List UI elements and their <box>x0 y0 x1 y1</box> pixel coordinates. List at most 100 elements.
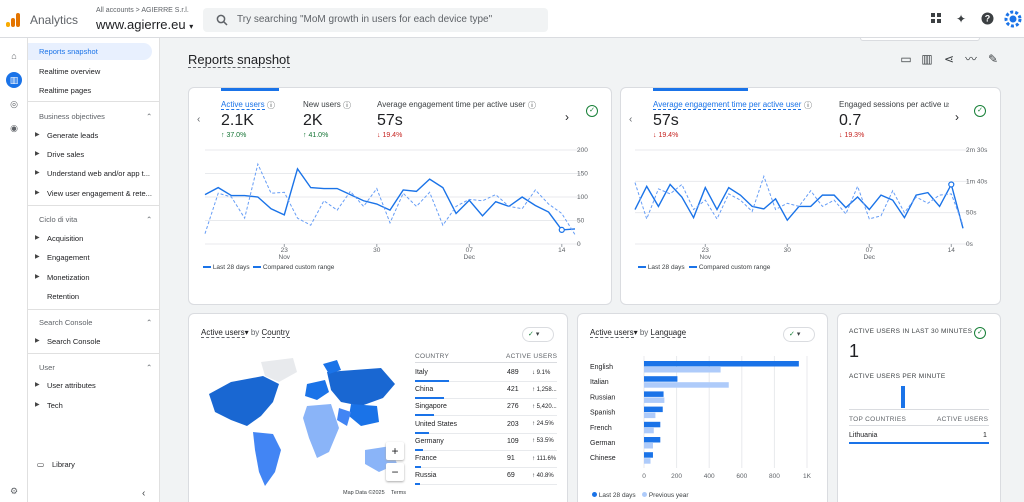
check-circle-icon[interactable]: ✓ <box>974 327 986 339</box>
map-zoom-out-button[interactable]: − <box>386 463 404 481</box>
category-label: Russian <box>590 394 615 401</box>
nav-section-ciclo-di-vita[interactable]: Ciclo di vita ⌃ <box>39 215 153 224</box>
nav-realtime-pages[interactable]: Realtime pages <box>39 86 92 95</box>
chevron-left-icon[interactable]: ‹ <box>629 114 633 125</box>
bar-last-28-days <box>644 421 661 428</box>
settings-gear-avatar-icon[interactable] <box>1004 10 1022 28</box>
map-terms-link[interactable]: Terms <box>391 490 406 496</box>
nav-item[interactable]: ▶ Tech <box>28 397 160 414</box>
column-header-country[interactable]: COUNTRY <box>415 353 450 360</box>
nav-item[interactable]: ▶ Generate leads <box>28 127 160 144</box>
nav-section-search-console[interactable]: Search Console ⌃ <box>39 318 153 327</box>
column-header-top-countries[interactable]: TOP COUNTRIES <box>849 416 907 423</box>
chevron-right-icon[interactable]: › <box>955 110 959 124</box>
check-circle-icon[interactable]: ✓ <box>586 105 598 117</box>
nav-item[interactable]: ▶ Search Console <box>28 333 160 350</box>
share-icon[interactable]: ⋖ <box>943 52 955 66</box>
nav-item[interactable]: ▶ Drive sales <box>28 146 160 163</box>
x-tick-label: 23 <box>702 247 710 254</box>
country-name: France <box>415 455 437 462</box>
nav-item[interactable]: ▶ Acquisition <box>28 230 160 247</box>
comparison-menu[interactable]: ✓ ▾ <box>522 327 554 342</box>
x-tick-label: 30 <box>373 247 381 254</box>
language-card-title[interactable]: Active users▾ by Language <box>590 328 687 338</box>
sparkle-icon[interactable]: ✦ <box>955 12 967 26</box>
folder-icon: ▭ <box>37 460 45 469</box>
check-circle-icon[interactable]: ✓ <box>974 105 986 117</box>
data-point-marker <box>558 226 565 234</box>
caret-right-icon: ▶ <box>35 402 40 408</box>
nav-library[interactable]: ▭ Library <box>28 456 160 473</box>
nav-item[interactable]: ▶ View user engagement & rete... <box>28 185 160 202</box>
compare-icon[interactable]: ▥ <box>921 52 933 66</box>
column-header-active-users[interactable]: ACTIVE USERS <box>506 353 558 360</box>
chevron-right-icon[interactable]: › <box>565 110 569 124</box>
bar-last-28-days <box>644 361 799 367</box>
caret-right-icon: ▶ <box>35 235 40 241</box>
x-tick-label: 400 <box>704 473 715 480</box>
nav-item[interactable]: Retention <box>47 292 80 301</box>
legend-last-28-days: Last 28 days <box>203 264 250 271</box>
admin-gear-icon[interactable]: ⚙ <box>9 486 19 496</box>
y-tick-label: 0 <box>577 241 581 248</box>
map-zoom-in-button[interactable]: + <box>386 442 404 460</box>
country-value: 489 <box>507 369 519 376</box>
country-change: ↑ 24.5% <box>532 421 554 428</box>
overview-card-engagement: ‹ Average engagement time per active use… <box>620 87 1001 305</box>
advertising-icon[interactable]: ◉ <box>10 123 18 133</box>
bar-chart-language: 0 200 400 600 800 1K English Italian Russian Span… <box>590 356 812 480</box>
home-icon[interactable]: ⌂ <box>11 51 17 61</box>
y-tick-label: 50 <box>577 218 585 225</box>
search-bar[interactable]: Try searching "MoM growth in users for e… <box>203 8 548 32</box>
bar-previous-year <box>644 382 729 388</box>
nav-item[interactable]: ▶ Understand web and/or app t... <box>28 165 160 182</box>
country-card-title[interactable]: Active users▾ by Country <box>201 328 290 338</box>
caret-right-icon: ▶ <box>35 132 40 138</box>
category-label: French <box>590 425 612 432</box>
property-selector[interactable]: www.agierre.eu ▾ <box>96 17 193 32</box>
insights-icon[interactable]: 〰 <box>964 52 977 66</box>
x-tick-label: 23 <box>281 247 289 254</box>
chevron-left-icon[interactable]: ‹ <box>197 114 201 125</box>
nav-item[interactable]: ▶ Monetization <box>28 269 160 286</box>
search-input[interactable]: Try searching "MoM growth in users for e… <box>237 14 493 25</box>
collapse-nav-icon[interactable]: ‹ <box>142 488 146 499</box>
help-icon[interactable]: ? <box>980 12 994 26</box>
x-tick-label: 200 <box>671 473 682 480</box>
country-value: 276 <box>507 403 519 411</box>
pencil-icon[interactable]: ✎ <box>987 52 999 66</box>
data-point-marker <box>948 181 955 188</box>
country-change: ↑ 40.8% <box>532 472 554 479</box>
category-label: Spanish <box>590 410 615 417</box>
account-breadcrumb[interactable]: All accounts > AGIERRE S.r.l. <box>96 7 189 14</box>
metric-tab-engaged-sessions[interactable]: Engaged sessions per active us 0.7 ↓ 19.… <box>839 100 949 139</box>
country-share-bar <box>415 448 423 451</box>
nav-realtime-overview[interactable]: Realtime overview <box>39 67 101 76</box>
x-tick-label: 30 <box>784 247 792 254</box>
y-tick-label: 0s <box>966 241 974 248</box>
comparison-menu[interactable]: ✓ ▾ <box>783 327 815 342</box>
reports-icon[interactable]: ▥ <box>6 72 22 88</box>
nav-reports-snapshot[interactable]: Reports snapshot <box>28 43 152 60</box>
legend-last-28-days: Last 28 days <box>638 264 685 271</box>
nav-section-user[interactable]: User ⌃ <box>39 363 153 372</box>
active-users-by-country-card: Active users▾ by Country ✓ ▾ + − Map Dat… <box>188 313 568 502</box>
country-share-bar <box>415 466 422 468</box>
column-header-active-users[interactable]: ACTIVE USERS <box>937 416 989 423</box>
nav-item[interactable]: ▶ User attributes <box>28 377 160 394</box>
caret-right-icon: ▶ <box>35 151 40 157</box>
category-label: Chinese <box>590 455 616 462</box>
map-credit: Map Data ©2025 <box>343 490 385 496</box>
chevron-up-icon: ⌃ <box>146 215 153 224</box>
explore-icon[interactable]: ◎ <box>10 99 18 109</box>
chevron-up-icon: ⌃ <box>146 112 153 121</box>
apps-grid-icon[interactable] <box>929 12 943 26</box>
edit-note-icon[interactable]: ▭ <box>900 52 912 66</box>
caret-right-icon: ▶ <box>35 274 40 280</box>
nav-item[interactable]: ▶ Engagement <box>28 249 160 266</box>
per-minute-bar[interactable] <box>901 386 905 408</box>
bar-last-28-days <box>644 391 664 397</box>
country-name: Italy <box>415 369 428 376</box>
nav-section-business-objectives[interactable]: Business objectives ⌃ <box>39 112 153 121</box>
